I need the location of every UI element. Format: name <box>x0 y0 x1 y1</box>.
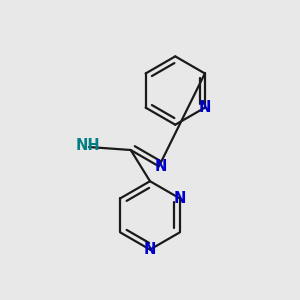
Text: N: N <box>199 100 211 115</box>
Text: NH: NH <box>75 138 100 153</box>
Text: N: N <box>173 191 186 206</box>
Text: N: N <box>154 159 167 174</box>
Text: N: N <box>144 242 156 257</box>
